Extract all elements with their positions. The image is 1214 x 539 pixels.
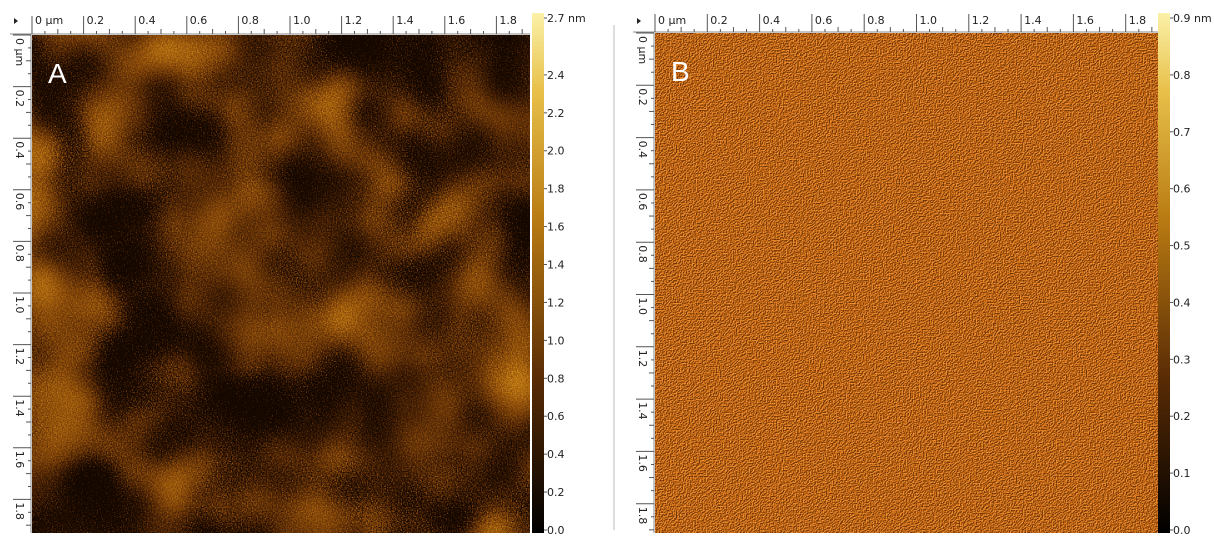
colorbar-label: 0.2: [547, 486, 565, 499]
colorbar-label: 0.0: [1173, 524, 1191, 535]
x-ruler-label: 0.6: [815, 14, 833, 27]
colorbar-label: 0.7: [1173, 126, 1191, 139]
colorbar-label: 0.9 nm: [1173, 12, 1212, 25]
x-ruler-label: 1.8: [1129, 14, 1147, 27]
y-ruler-label: 0.4: [13, 141, 26, 159]
colorbar-label: 2.2: [547, 107, 565, 120]
x-ruler-label: 1.4: [396, 14, 414, 27]
x-ruler-label: 0.6: [190, 14, 208, 27]
x-ruler-label: 1.4: [1024, 14, 1042, 27]
afm-image: [655, 33, 1158, 533]
y-ruler-label: 1.6: [13, 451, 26, 469]
colorbar-label: 0.8: [1173, 69, 1191, 82]
y-ruler-label: 0.2: [636, 88, 649, 106]
x-ruler-label: 0.4: [138, 14, 156, 27]
y-ruler-label: 0.8: [636, 245, 649, 263]
y-ruler-label: 0.6: [13, 193, 26, 211]
x-ruler-label: 1.6: [1076, 14, 1094, 27]
x-ruler-label: 0 µm: [35, 14, 63, 27]
y-ruler-label: 1.2: [13, 348, 26, 366]
y-ruler-label: 0.2: [13, 90, 26, 108]
colorbar-label: 1.0: [547, 334, 565, 347]
screenshot: A 0 µm 0.2 0.4 0.6 0.8 1.0 1.2 1.4 1.6 1.8 0 µm 0.2 0…: [0, 0, 1214, 535]
afm-image: [32, 35, 530, 533]
x-ruler-label: 0.8: [241, 14, 259, 27]
colorbar-label: 0.3: [1173, 353, 1191, 366]
colorbar-label: 0.6: [1173, 183, 1191, 196]
colorbar-label: 0.8: [547, 372, 565, 385]
colorbar-label: 0.2: [1173, 410, 1191, 423]
x-ruler-label: 1.0: [920, 14, 938, 27]
colorbar-label: 2.7 nm: [547, 12, 586, 25]
colorbar-label: 0.4: [1173, 296, 1191, 309]
x-ruler-label: 0.8: [867, 14, 885, 27]
colorbar-label: 1.4: [547, 259, 565, 272]
y-ruler-label: 1.8: [13, 502, 26, 520]
colorbar-label: 0.4: [547, 448, 565, 461]
panel-label: A: [48, 58, 67, 89]
colorbar: [532, 13, 544, 533]
y-ruler-label: 1.2: [636, 350, 649, 368]
y-ruler-label: 1.4: [636, 402, 649, 420]
y-ruler-label: 0.6: [636, 193, 649, 211]
x-ruler-label: 1.2: [972, 14, 990, 27]
x-ruler-label: 0 µm: [658, 14, 686, 27]
colorbar-label: 2.0: [547, 145, 565, 158]
x-ruler-label: 1.8: [499, 14, 517, 27]
colorbar-label: 2.4: [547, 69, 565, 82]
x-ruler-label: 1.6: [448, 14, 466, 27]
y-ruler-label: 1.4: [13, 399, 26, 417]
y-ruler-label: 0.4: [636, 141, 649, 159]
x-ruler-label: 0.2: [87, 14, 105, 27]
colorbar-label: 0.1: [1173, 467, 1191, 480]
colorbar-label: 1.6: [547, 221, 565, 234]
y-ruler-label: 0 µm: [13, 38, 26, 66]
y-ruler-label: 0.8: [13, 244, 26, 262]
y-ruler-label: 1.0: [13, 296, 26, 314]
colorbar-label: 1.8: [547, 183, 565, 196]
x-ruler-label: 1.2: [345, 14, 363, 27]
y-ruler-label: 0 µm: [636, 36, 649, 64]
y-ruler-label: 1.6: [636, 454, 649, 472]
x-ruler-label: 1.0: [293, 14, 311, 27]
colorbar-label: 1.2: [547, 296, 565, 309]
x-ruler-label: 0.2: [710, 14, 728, 27]
panel-label: B: [671, 56, 690, 87]
colorbar-label: 0.6: [547, 410, 565, 423]
colorbar-label: 0.5: [1173, 240, 1191, 253]
x-ruler-label: 0.4: [763, 14, 781, 27]
y-ruler-label: 1.0: [636, 298, 649, 316]
colorbar: [1158, 13, 1170, 533]
colorbar-label: 0.0: [547, 524, 565, 535]
y-ruler-label: 1.8: [636, 507, 649, 525]
